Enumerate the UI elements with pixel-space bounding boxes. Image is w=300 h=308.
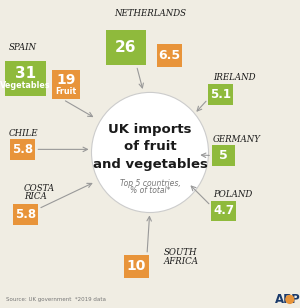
Text: 6.5: 6.5 [158,49,181,62]
Text: IRELAND: IRELAND [213,72,256,82]
Bar [124,255,149,278]
Text: Vegetables: Vegetables [0,81,51,90]
Text: CHILE: CHILE [9,129,38,139]
Text: POLAND: POLAND [213,189,252,199]
Bar [211,201,236,221]
Circle shape [286,295,294,303]
Bar [208,84,233,105]
Text: 10: 10 [127,259,146,274]
Text: 19: 19 [56,73,76,87]
Text: Top 5 countries,: Top 5 countries, [120,179,180,188]
Text: AFP: AFP [274,293,300,306]
Text: % of total*: % of total* [130,186,170,195]
Bar [52,70,80,99]
Circle shape [92,92,208,213]
Bar [13,204,38,225]
Text: 5: 5 [219,149,228,162]
Text: of fruit: of fruit [124,140,176,153]
Bar [5,61,46,96]
Text: 4.7: 4.7 [213,205,234,217]
Text: and vegetables: and vegetables [93,158,207,171]
Text: GERMANY: GERMANY [213,135,261,144]
Text: 26: 26 [115,40,137,55]
Text: SOUTH: SOUTH [164,248,197,257]
Text: NETHERLANDS: NETHERLANDS [114,9,186,18]
Bar [212,145,235,166]
Bar [157,44,182,67]
Text: AFRICA: AFRICA [164,257,199,266]
Text: 5.8: 5.8 [15,208,36,221]
Text: Fruit: Fruit [56,87,76,96]
Bar [10,139,35,160]
Text: RICA: RICA [24,192,47,201]
Bar [106,30,146,66]
Text: SPAIN: SPAIN [9,43,37,52]
Text: 5.1: 5.1 [210,88,231,101]
Text: 31: 31 [15,67,36,81]
Text: COSTA: COSTA [24,184,55,193]
Text: Source: UK government  *2019 data: Source: UK government *2019 data [6,297,106,302]
Text: UK imports: UK imports [108,123,192,136]
Text: 5.8: 5.8 [12,143,33,156]
